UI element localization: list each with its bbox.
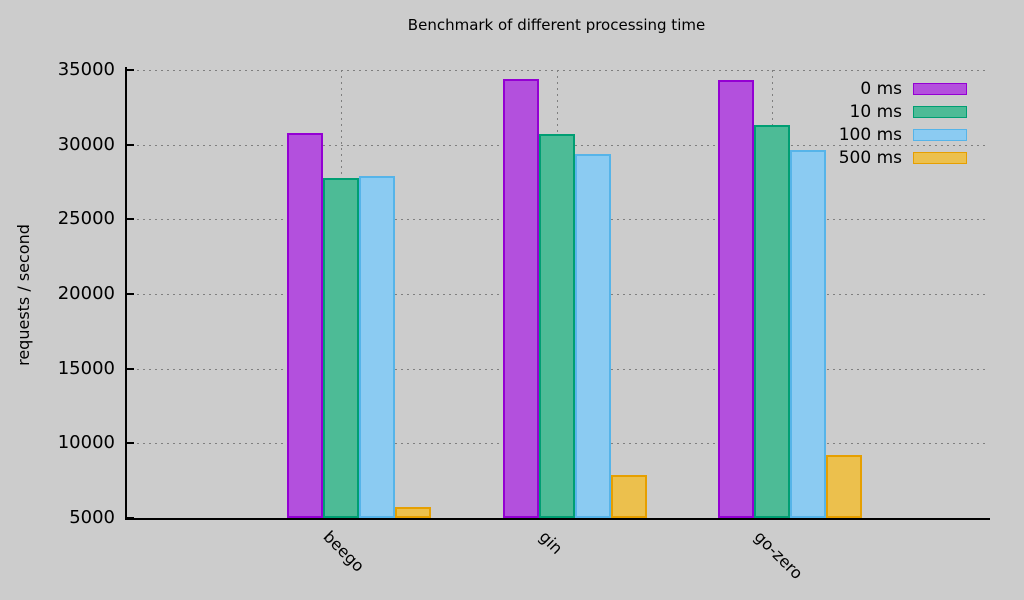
x-tick-label-gin: gin — [535, 527, 567, 558]
chart-title: Benchmark of different processing time — [407, 16, 706, 34]
y-tick-label: 5000 — [69, 507, 115, 528]
legend-label: 10 ms — [849, 102, 902, 122]
bar-500ms-beego — [395, 506, 431, 518]
x-axis-line — [125, 518, 990, 520]
bar-0ms-beego — [287, 133, 323, 518]
legend-row: 10 ms — [777, 101, 967, 123]
bar-0ms-gin — [503, 78, 539, 518]
y-tick-mark — [125, 293, 134, 295]
legend-label: 0 ms — [860, 79, 902, 99]
y-tick-label: 10000 — [57, 432, 115, 454]
y-tick-label: 30000 — [57, 133, 115, 155]
bar-10ms-beego — [323, 177, 359, 518]
bar-100ms-gin — [575, 153, 611, 518]
y-axis-label: requests / second — [14, 224, 33, 366]
legend-swatch — [913, 83, 967, 95]
legend-swatch — [913, 152, 967, 164]
y-tick-mark — [125, 218, 134, 221]
legend-row: 500 ms — [777, 147, 967, 169]
legend-row: 100 ms — [777, 124, 967, 146]
bar-0ms-go-zero — [718, 79, 754, 518]
bar-500ms-gin — [611, 474, 647, 518]
legend-swatch — [913, 129, 967, 141]
y-gridline — [125, 70, 988, 71]
legend-swatch — [913, 106, 967, 118]
y-tick-label: 25000 — [57, 208, 115, 230]
bar-10ms-go-zero — [754, 125, 790, 518]
legend-label: 100 ms — [838, 125, 902, 145]
x-tick-label-go-zero: go-zero — [750, 527, 807, 584]
y-tick-label: 15000 — [57, 357, 115, 379]
x-tick-label-beego: beego — [319, 527, 369, 576]
y-tick-mark — [125, 442, 134, 445]
bar-10ms-gin — [539, 134, 575, 518]
y-tick-mark — [125, 143, 134, 146]
y-tick-label: 35000 — [57, 59, 115, 80]
bar-100ms-go-zero — [790, 149, 826, 518]
y-tick-mark — [125, 367, 134, 370]
bar-500ms-go-zero — [826, 455, 862, 518]
y-axis-line — [125, 67, 127, 520]
y-tick-label: 20000 — [57, 283, 115, 304]
y-tick-mark — [125, 69, 134, 71]
legend-label: 500 ms — [838, 148, 902, 168]
bar-100ms-beego — [359, 176, 395, 518]
legend-row: 0 ms — [777, 78, 967, 100]
